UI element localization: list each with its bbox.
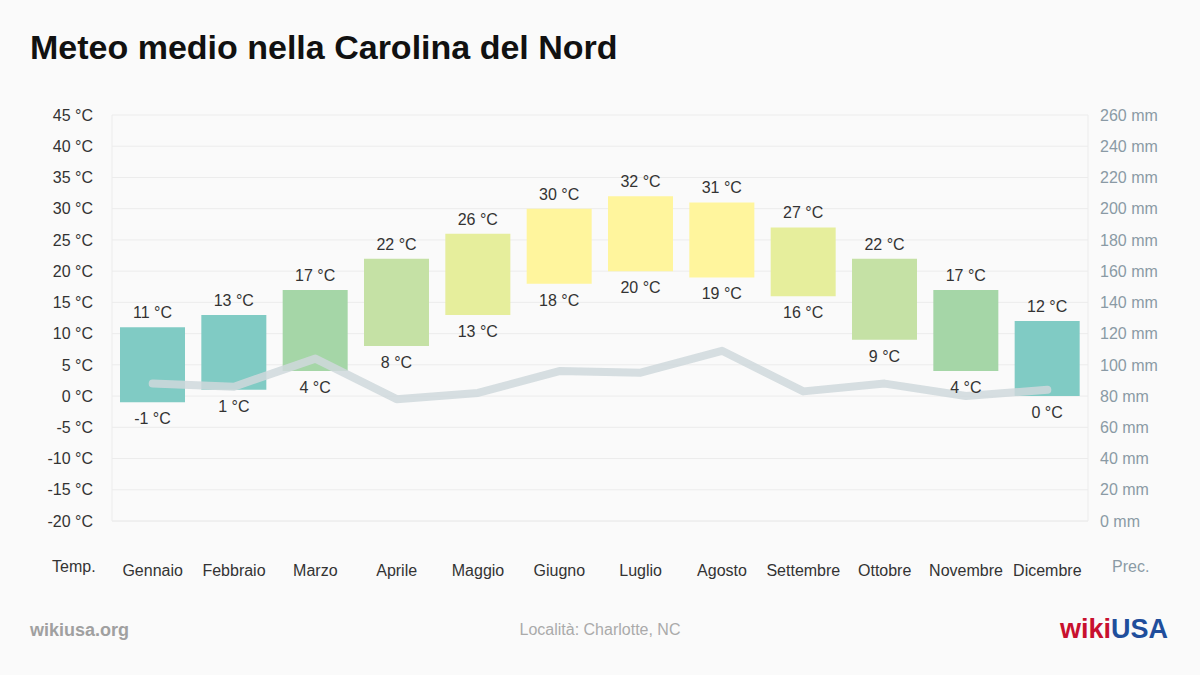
svg-text:Aprile: Aprile	[376, 562, 417, 579]
svg-text:Gennaio: Gennaio	[122, 562, 183, 579]
svg-text:26 °C: 26 °C	[458, 211, 498, 228]
svg-text:30 °C: 30 °C	[539, 186, 579, 203]
svg-text:8 °C: 8 °C	[381, 354, 412, 371]
svg-text:Giugno: Giugno	[534, 562, 586, 579]
svg-text:30 °C: 30 °C	[53, 200, 93, 217]
svg-text:-15 °C: -15 °C	[47, 481, 93, 498]
svg-text:18 °C: 18 °C	[539, 292, 579, 309]
svg-text:180 mm: 180 mm	[1100, 232, 1158, 249]
svg-text:120 mm: 120 mm	[1100, 325, 1158, 342]
svg-text:16 °C: 16 °C	[783, 304, 823, 321]
svg-text:Luglio: Luglio	[619, 562, 662, 579]
svg-text:20 °C: 20 °C	[53, 263, 93, 280]
svg-text:240 mm: 240 mm	[1100, 138, 1158, 155]
html-text:Meteo medio nella Carolina del: Meteo medio nella Carolina del Nord	[30, 28, 618, 66]
svg-text:22 °C: 22 °C	[864, 236, 904, 253]
html-text:wiki USA: wiki USA	[1060, 614, 1168, 644]
svg-text:1 °C: 1 °C	[218, 398, 249, 415]
svg-text:27 °C: 27 °C	[783, 204, 823, 221]
svg-text:0 °C: 0 °C	[1032, 404, 1063, 421]
svg-text:60 mm: 60 mm	[1100, 419, 1149, 436]
svg-text:13 °C: 13 °C	[458, 323, 498, 340]
svg-text:25 °C: 25 °C	[53, 232, 93, 249]
svg-text:200 mm: 200 mm	[1100, 200, 1158, 217]
svg-text:40 °C: 40 °C	[53, 138, 93, 155]
svg-text:-20 °C: -20 °C	[47, 513, 93, 530]
svg-text:12 °C: 12 °C	[1027, 298, 1067, 315]
html-text:wikiusa.org: wikiusa.org	[30, 620, 129, 640]
svg-text:31 °C: 31 °C	[702, 179, 742, 196]
svg-text:Ottobre: Ottobre	[858, 562, 911, 579]
svg-text:20 °C: 20 °C	[620, 279, 660, 296]
svg-text:-10 °C: -10 °C	[47, 450, 93, 467]
svg-text:160 mm: 160 mm	[1100, 263, 1158, 280]
svg-text:5 °C: 5 °C	[62, 357, 93, 374]
html-text:Prec.: Prec.	[1112, 558, 1150, 575]
svg-text:260 mm: 260 mm	[1100, 107, 1158, 124]
svg-text:19 °C: 19 °C	[702, 285, 742, 302]
svg-text:45 °C: 45 °C	[53, 107, 93, 124]
html-text:Temp.: Temp.	[52, 558, 96, 575]
svg-text:Febbraio: Febbraio	[202, 562, 265, 579]
svg-text:Maggio: Maggio	[452, 562, 505, 579]
svg-text:220 mm: 220 mm	[1100, 169, 1158, 186]
svg-text:Agosto: Agosto	[697, 562, 747, 579]
svg-text:0 mm: 0 mm	[1100, 513, 1140, 530]
svg-text:32 °C: 32 °C	[620, 173, 660, 190]
svg-text:17 °C: 17 °C	[946, 267, 986, 284]
svg-text:-1 °C: -1 °C	[134, 410, 171, 427]
svg-text:Marzo: Marzo	[293, 562, 338, 579]
svg-text:0 °C: 0 °C	[62, 388, 93, 405]
svg-text:15 °C: 15 °C	[53, 294, 93, 311]
svg-text:40 mm: 40 mm	[1100, 450, 1149, 467]
svg-text:13 °C: 13 °C	[214, 292, 254, 309]
svg-text:80 mm: 80 mm	[1100, 388, 1149, 405]
svg-text:Settembre: Settembre	[766, 562, 840, 579]
svg-text:Novembre: Novembre	[929, 562, 1003, 579]
svg-text:-5 °C: -5 °C	[56, 419, 93, 436]
svg-text:9 °C: 9 °C	[869, 348, 900, 365]
svg-text:20 mm: 20 mm	[1100, 481, 1149, 498]
svg-text:140 mm: 140 mm	[1100, 294, 1158, 311]
svg-text:4 °C: 4 °C	[300, 379, 331, 396]
svg-text:10 °C: 10 °C	[53, 325, 93, 342]
html-text:Località: Charlotte, NC: Località: Charlotte, NC	[519, 621, 681, 638]
svg-text:35 °C: 35 °C	[53, 169, 93, 186]
svg-text:Dicembre: Dicembre	[1013, 562, 1082, 579]
svg-text:17 °C: 17 °C	[295, 267, 335, 284]
svg-text:4 °C: 4 °C	[950, 379, 981, 396]
svg-text:22 °C: 22 °C	[376, 236, 416, 253]
svg-text:100 mm: 100 mm	[1100, 357, 1158, 374]
svg-text:11 °C: 11 °C	[133, 304, 172, 321]
